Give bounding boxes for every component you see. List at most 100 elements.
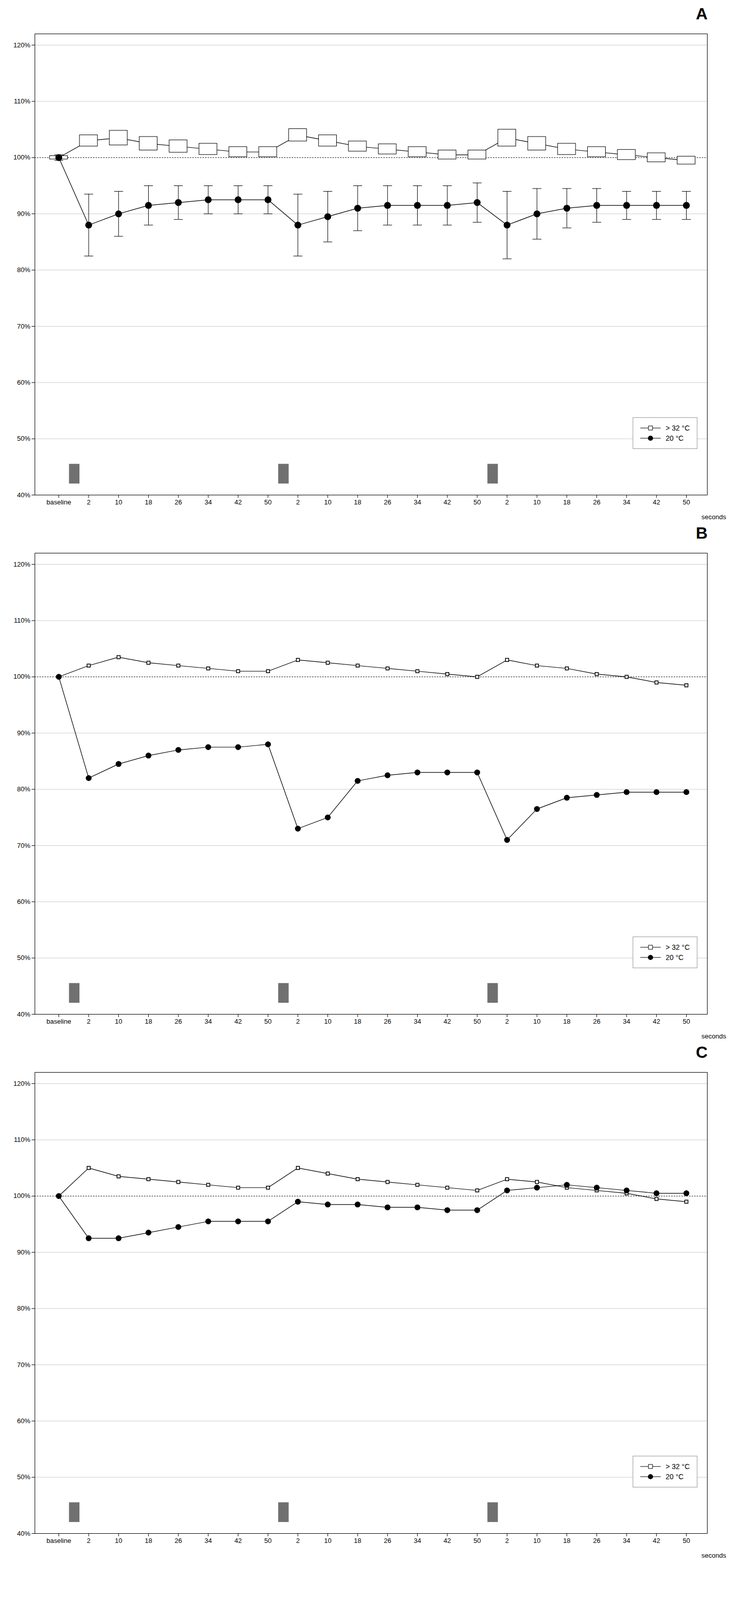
svg-text:100%: 100%	[13, 153, 31, 161]
svg-text:60%: 60%	[16, 378, 31, 387]
svg-text:34: 34	[413, 1017, 421, 1025]
svg-text:70%: 70%	[16, 322, 31, 331]
svg-text:2: 2	[505, 498, 509, 506]
svg-text:50: 50	[682, 1536, 690, 1544]
svg-text:10: 10	[115, 1536, 123, 1544]
svg-text:100%: 100%	[13, 672, 31, 681]
svg-text:60%: 60%	[16, 897, 31, 906]
svg-text:50: 50	[473, 498, 481, 506]
svg-text:34: 34	[622, 1536, 631, 1544]
svg-text:seconds: seconds	[701, 512, 727, 521]
svg-text:50: 50	[473, 1536, 481, 1544]
svg-text:120%: 120%	[13, 560, 31, 568]
svg-text:baseline: baseline	[46, 1536, 71, 1544]
svg-text:18: 18	[144, 498, 152, 506]
svg-text:42: 42	[443, 498, 451, 506]
svg-text:10: 10	[323, 498, 332, 506]
svg-text:50: 50	[264, 1017, 272, 1025]
svg-text:seconds: seconds	[701, 1032, 727, 1040]
svg-text:42: 42	[653, 1536, 661, 1544]
svg-text:50: 50	[682, 498, 690, 506]
svg-text:50: 50	[682, 1017, 690, 1025]
svg-text:42: 42	[234, 498, 242, 506]
svg-text:18: 18	[354, 1536, 362, 1544]
svg-text:60%: 60%	[16, 1416, 31, 1425]
svg-text:26: 26	[384, 1017, 392, 1025]
svg-text:2: 2	[295, 1017, 300, 1025]
svg-text:110%: 110%	[13, 616, 31, 625]
svg-text:100%: 100%	[13, 1191, 31, 1200]
svg-text:110%: 110%	[13, 97, 31, 105]
svg-text:26: 26	[592, 1536, 601, 1544]
svg-text:40%: 40%	[16, 1010, 31, 1018]
svg-text:2: 2	[505, 1536, 509, 1544]
svg-text:26: 26	[384, 498, 392, 506]
svg-text:2: 2	[86, 1017, 91, 1025]
svg-text:10: 10	[115, 1017, 123, 1025]
svg-text:26: 26	[174, 1536, 182, 1544]
svg-text:80%: 80%	[16, 265, 31, 274]
svg-text:40%: 40%	[16, 491, 31, 499]
svg-text:50: 50	[473, 1017, 481, 1025]
svg-text:40%: 40%	[16, 1529, 31, 1537]
svg-text:34: 34	[413, 498, 421, 506]
html-text:> 32 °C: > 32 °C	[665, 942, 690, 952]
svg-text:26: 26	[592, 498, 601, 506]
svg-text:42: 42	[443, 1017, 451, 1025]
svg-text:90%: 90%	[16, 1248, 31, 1256]
svg-text:34: 34	[622, 498, 631, 506]
svg-text:34: 34	[413, 1536, 421, 1544]
svg-text:18: 18	[354, 498, 362, 506]
svg-text:26: 26	[174, 498, 182, 506]
svg-text:2: 2	[505, 1017, 509, 1025]
svg-text:2: 2	[86, 1536, 91, 1544]
svg-text:42: 42	[234, 1536, 242, 1544]
svg-text:18: 18	[563, 498, 571, 506]
svg-text:26: 26	[174, 1017, 182, 1025]
svg-text:50%: 50%	[16, 1472, 31, 1481]
svg-text:10: 10	[533, 498, 541, 506]
svg-text:42: 42	[653, 1017, 661, 1025]
svg-text:120%: 120%	[13, 41, 31, 49]
svg-text:18: 18	[563, 1536, 571, 1544]
svg-text:18: 18	[354, 1017, 362, 1025]
svg-text:2: 2	[295, 498, 300, 506]
svg-text:2: 2	[86, 498, 91, 506]
svg-text:90%: 90%	[16, 209, 31, 218]
svg-text:50%: 50%	[16, 953, 31, 962]
svg-text:2: 2	[295, 1536, 300, 1544]
svg-text:34: 34	[204, 1017, 212, 1025]
svg-text:10: 10	[533, 1536, 541, 1544]
svg-text:18: 18	[144, 1536, 152, 1544]
svg-text:42: 42	[653, 498, 661, 506]
svg-text:18: 18	[563, 1017, 571, 1025]
svg-text:26: 26	[592, 1017, 601, 1025]
svg-text:26: 26	[384, 1536, 392, 1544]
svg-text:70%: 70%	[16, 841, 31, 850]
html-text:C: C	[695, 1042, 708, 1062]
svg-text:42: 42	[443, 1536, 451, 1544]
svg-text:10: 10	[323, 1017, 332, 1025]
svg-text:10: 10	[533, 1017, 541, 1025]
svg-text:80%: 80%	[16, 784, 31, 793]
svg-text:baseline: baseline	[46, 498, 71, 506]
svg-text:50: 50	[264, 498, 272, 506]
svg-text:50: 50	[264, 1536, 272, 1544]
html-text:B: B	[695, 523, 708, 542]
svg-text:80%: 80%	[16, 1304, 31, 1312]
svg-text:10: 10	[323, 1536, 332, 1544]
svg-text:18: 18	[144, 1017, 152, 1025]
svg-text:10: 10	[115, 498, 123, 506]
svg-text:110%: 110%	[13, 1135, 31, 1144]
svg-text:70%: 70%	[16, 1360, 31, 1369]
svg-text:90%: 90%	[16, 728, 31, 737]
svg-text:34: 34	[204, 1536, 212, 1544]
svg-text:50%: 50%	[16, 434, 31, 443]
svg-text:baseline: baseline	[46, 1017, 71, 1025]
html-text:A: A	[695, 4, 708, 23]
svg-text:34: 34	[204, 498, 212, 506]
svg-text:seconds: seconds	[701, 1551, 727, 1559]
svg-text:34: 34	[622, 1017, 631, 1025]
svg-text:120%: 120%	[13, 1079, 31, 1088]
svg-text:42: 42	[234, 1017, 242, 1025]
